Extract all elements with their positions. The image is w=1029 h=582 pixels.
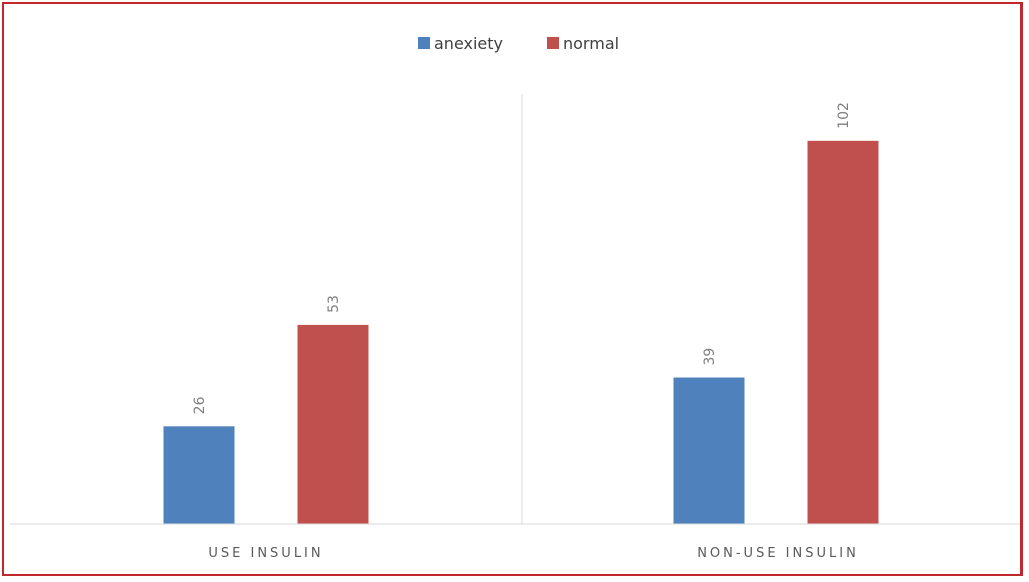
plot-area: 26 53 39 102 xyxy=(163,94,879,524)
legend-swatch-anexiety xyxy=(418,37,430,49)
category-label-non-use-insulin: NON-USE INSULIN xyxy=(697,546,859,561)
bar-anexiety-use-insulin xyxy=(163,426,235,524)
data-label-anexiety-non-use-insulin: 39 xyxy=(702,348,718,366)
chart-legend: anexiety normal xyxy=(418,34,619,53)
legend-label-normal: normal xyxy=(563,34,619,53)
bar-normal-non-use-insulin xyxy=(807,140,879,524)
data-label-anexiety-use-insulin: 26 xyxy=(192,396,208,414)
bar-anexiety-non-use-insulin xyxy=(673,377,745,524)
category-label-use-insulin: USE INSULIN xyxy=(208,546,323,561)
data-label-normal-use-insulin: 53 xyxy=(326,295,342,313)
bar-normal-use-insulin xyxy=(297,324,369,524)
legend-swatch-normal xyxy=(547,37,559,49)
data-label-normal-non-use-insulin: 102 xyxy=(836,102,852,129)
legend-label-anexiety: anexiety xyxy=(434,34,503,53)
